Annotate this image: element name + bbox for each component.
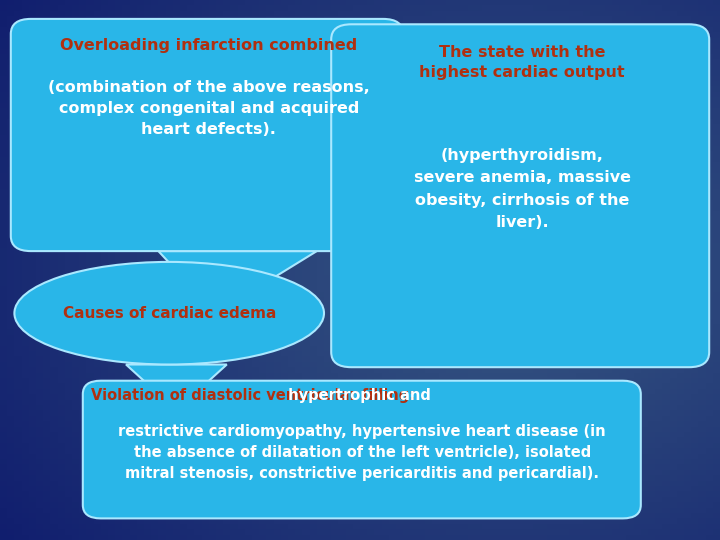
FancyBboxPatch shape [83,381,641,518]
Polygon shape [158,251,317,313]
Text: hypertrophic and: hypertrophic and [284,388,431,403]
FancyBboxPatch shape [11,19,403,251]
Text: Violation of diastolic ventricular filling:: Violation of diastolic ventricular filli… [91,388,415,403]
Text: Overloading infarction combined: Overloading infarction combined [60,38,357,53]
Text: (combination of the above reasons,
complex congenital and acquired
heart defects: (combination of the above reasons, compl… [48,79,369,137]
Text: The state with the
highest cardiac output: The state with the highest cardiac outpu… [419,45,625,79]
FancyBboxPatch shape [331,24,709,367]
Polygon shape [126,364,227,410]
Ellipse shape [14,262,324,364]
Text: (hyperthyroidism,
severe anemia, massive
obesity, cirrhosis of the
liver).: (hyperthyroidism, severe anemia, massive… [413,148,631,230]
Text: Causes of cardiac edema: Causes of cardiac edema [63,306,276,321]
Text: restrictive cardiomyopathy, hypertensive heart disease (in
the absence of dilata: restrictive cardiomyopathy, hypertensive… [118,424,606,481]
